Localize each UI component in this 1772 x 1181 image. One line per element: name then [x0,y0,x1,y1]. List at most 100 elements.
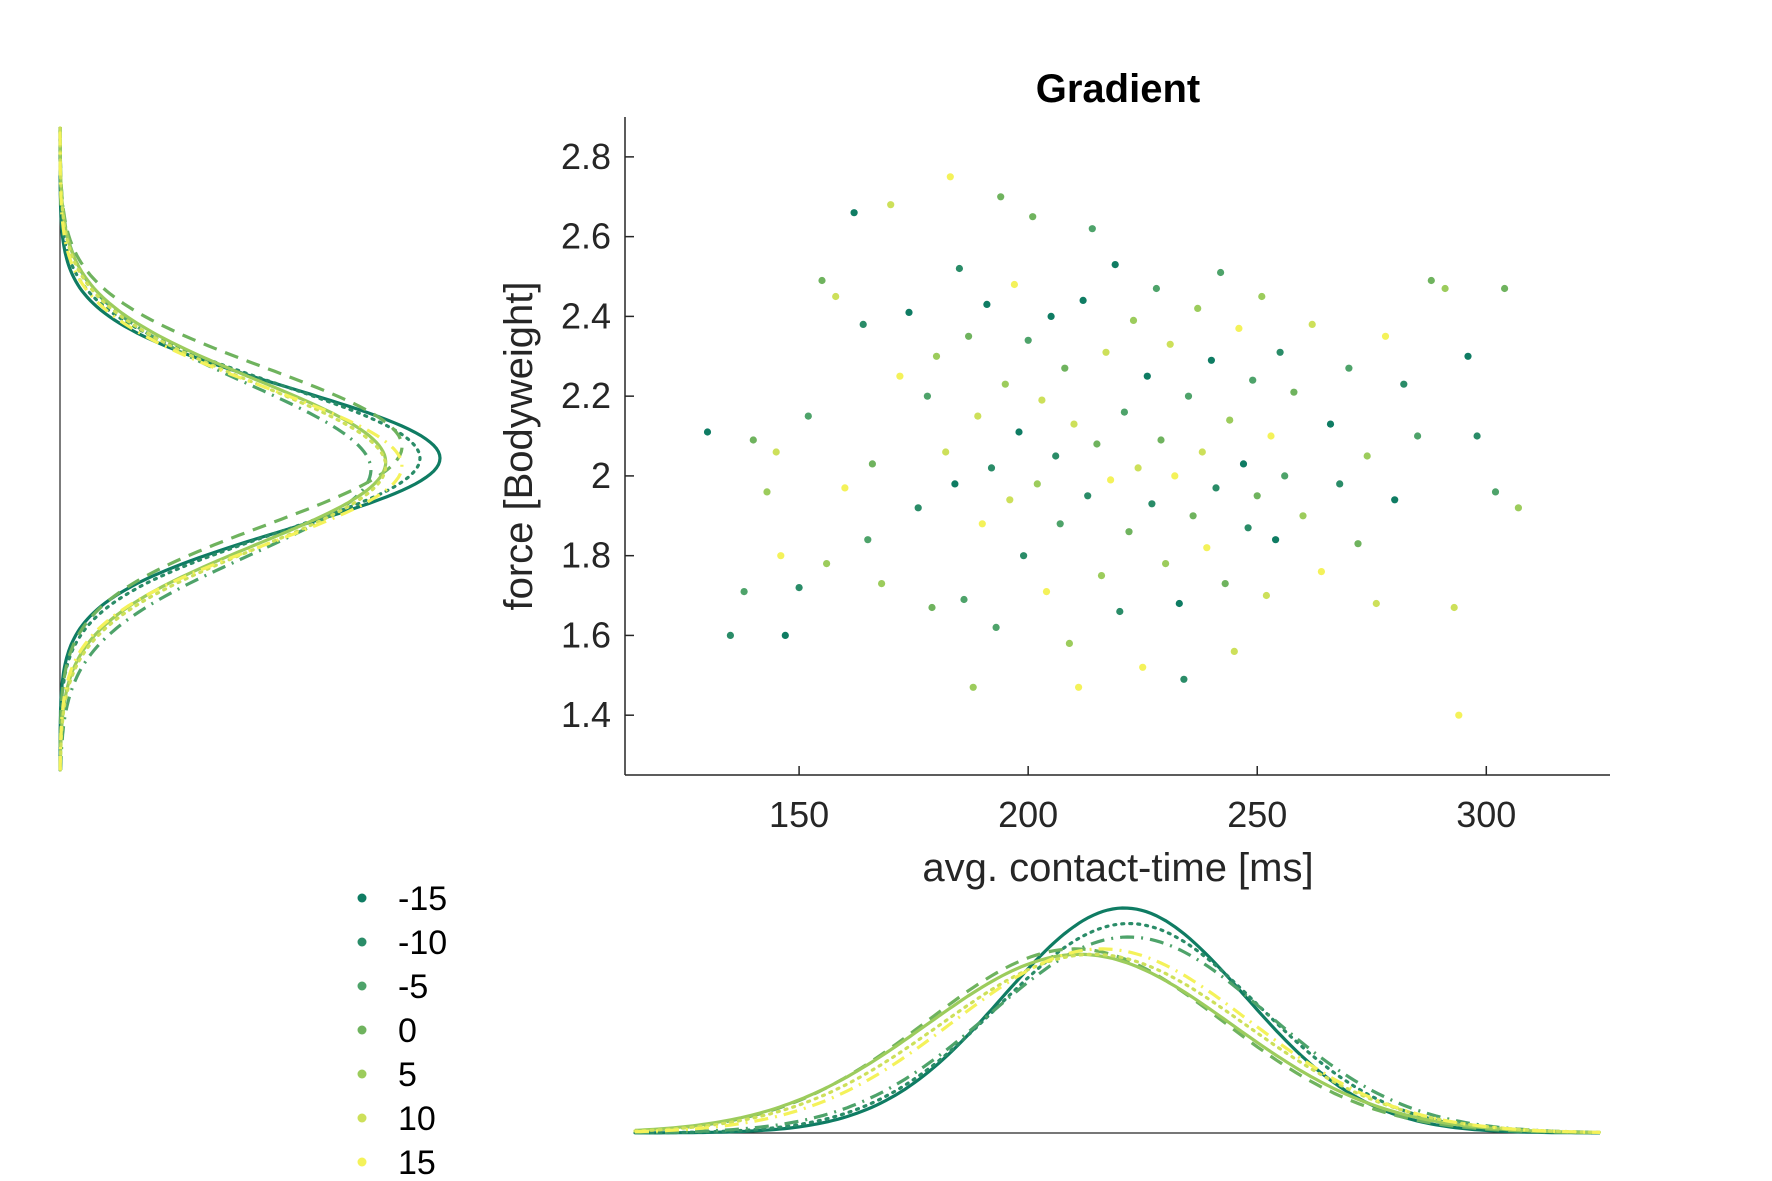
scatter-point [1125,528,1133,536]
scatter-point [1281,472,1289,480]
legend-label: -15 [398,880,447,918]
legend-label: -10 [398,924,447,962]
y-density-curve [58,127,404,770]
scatter-point [1491,488,1500,496]
x-tick-label: 150 [769,794,829,835]
y-density-curves [58,125,442,772]
scatter-point [1253,492,1261,500]
y-axis-label: force [Bodyweight] [497,281,541,610]
scatter-point [997,193,1005,201]
scatter-point [1111,261,1119,269]
scatter-point [1514,504,1522,512]
y-tick-label: 2.4 [561,295,611,336]
scatter-point [1194,304,1202,312]
scatter-point [1207,356,1215,364]
legend-label: 0 [398,1012,417,1050]
scatter-point [960,595,968,604]
scatter-point [795,584,803,592]
scatter-point [1299,512,1307,520]
scatter-point [974,412,982,420]
scatter-point [1262,591,1270,600]
scatter-point [1221,580,1229,588]
scatter-point [1235,324,1243,332]
scatter-axes: 150 200 250 300 1.4 1.6 1.8 2 2.2 2.4 2.6 2.8 [561,117,1610,835]
scatter-point [1061,364,1069,372]
scatter-point [832,292,840,301]
scatter-point [1175,599,1183,608]
scatter-point [1152,284,1160,293]
scatter-point [1139,663,1147,671]
scatter-point [1363,452,1371,460]
x-density-curve [634,952,1601,1135]
scatter-point [928,603,936,612]
scatter-point [1162,560,1170,568]
y-ticks: 1.4 1.6 1.8 2 2.2 2.4 2.6 2.8 [561,136,634,735]
scatter-point [804,412,812,420]
scatter-point [1450,603,1458,612]
scatter-point [868,460,877,468]
scatter-point [1244,524,1252,532]
scatter-point [1038,396,1046,404]
scatter-point [1052,452,1060,460]
scatter-point [726,631,735,640]
scatter-point [1239,460,1248,468]
scatter-point [1024,336,1032,344]
scatter-point [1020,552,1028,560]
scatter-point [1501,284,1509,293]
legend-label: 10 [398,1100,436,1138]
scatter-point [1189,512,1197,520]
scatter-point [905,308,913,316]
scatter-point [1116,607,1124,616]
y-density-curve [58,127,442,770]
legend-marker [357,893,367,903]
scatter-point [1267,432,1275,440]
scatter-point [1065,639,1073,648]
scatter-point [1258,292,1266,301]
legend-marker [357,1025,367,1035]
scatter-point [1372,599,1380,608]
y-tick-label: 2.8 [561,136,611,177]
scatter-point [1088,225,1096,233]
scatter-point [932,352,941,360]
scatter-point [777,552,785,560]
scatter-points [703,173,1522,719]
scatter-point [1157,436,1165,444]
scatter-point [841,484,849,492]
scatter-point [923,392,932,400]
y-tick-label: 1.8 [561,535,611,576]
scatter-point [1171,472,1179,480]
scatter-point [1354,540,1362,548]
x-density-curve [634,947,1601,1135]
scatter-point [1464,352,1472,360]
scatter-point [1455,711,1463,719]
scatter-point [987,464,996,472]
scatter-point [1272,536,1280,544]
scatter-point [1093,440,1101,448]
y-density-curve [58,125,388,772]
scatter-point [896,372,904,380]
scatter-point [1129,316,1138,324]
scatter-point [1217,268,1225,277]
scatter-point [1120,408,1128,416]
x-density-curve [634,947,1601,1134]
scatter-point [781,631,789,640]
legend-marker [357,1157,367,1167]
y-marginal-density [58,125,442,772]
y-tick-label: 2.6 [561,216,611,257]
scatter-point [1427,276,1435,285]
scatter-point [772,448,780,456]
scatter-point [1075,683,1083,691]
y-tick-label: 1.6 [561,614,611,655]
scatter-point [1033,480,1041,488]
x-marginal-density [633,906,1602,1135]
scatter-point [1166,340,1174,348]
scatter-point [955,264,964,273]
legend-marker [357,937,367,947]
scatter-point [1056,520,1064,528]
scatter-point [1473,432,1481,440]
x-tick-label: 300 [1456,794,1516,835]
legend-label: 5 [398,1056,417,1094]
scatter-point [914,504,922,512]
legend-label: -5 [398,968,428,1006]
